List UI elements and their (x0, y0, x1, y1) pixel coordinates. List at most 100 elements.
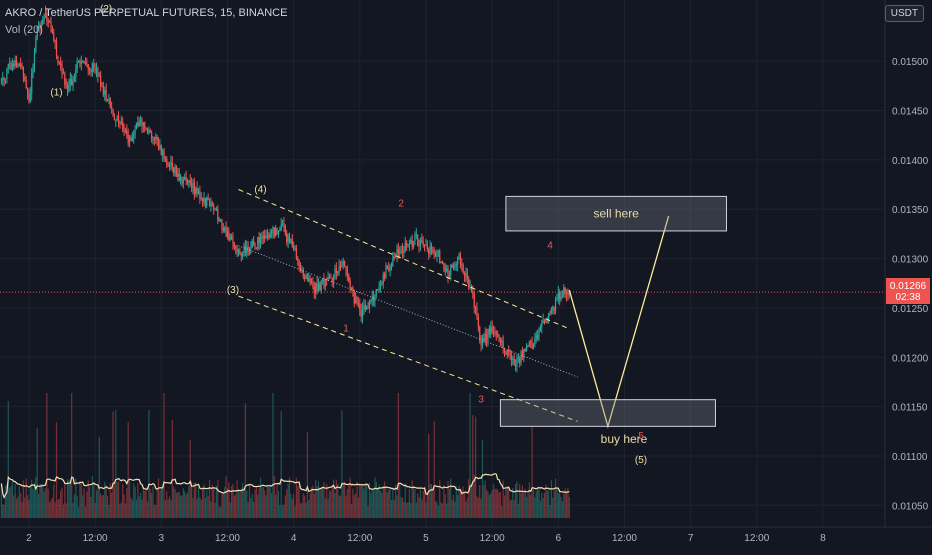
volume-bar (255, 486, 258, 518)
volume-bar (222, 493, 224, 518)
candle (179, 176, 182, 181)
volume-bar (257, 494, 259, 518)
candle (508, 350, 510, 353)
candle (284, 225, 286, 234)
volume-bar (17, 496, 19, 518)
candle (414, 236, 416, 242)
volume-bar (20, 493, 22, 518)
volume-bar (312, 485, 314, 518)
candle (312, 281, 314, 287)
volume-bar (189, 440, 191, 518)
volume-bar (65, 503, 67, 518)
volume-bar (367, 506, 369, 518)
candle (386, 265, 388, 269)
candle (382, 274, 384, 284)
x-tick-label: 2 (26, 533, 32, 544)
volume-bar (520, 493, 522, 518)
volume-bar (80, 483, 82, 518)
candle (430, 245, 433, 250)
volume-bar (528, 482, 530, 518)
volume-bar (407, 502, 409, 518)
volume-bar (221, 492, 223, 518)
candle (446, 268, 448, 272)
candle (532, 344, 535, 349)
volume-indicator-label[interactable]: Vol (20) (5, 24, 43, 36)
volume-bar (196, 498, 198, 518)
volume-bar (436, 502, 438, 518)
candle (523, 349, 525, 359)
candles (0, 5, 570, 373)
volume-bar (561, 501, 564, 518)
candle (510, 355, 513, 360)
volume-bar (91, 475, 93, 518)
candle (4, 79, 7, 81)
volume-bar (84, 506, 87, 518)
candle (461, 264, 463, 266)
volume-bar (509, 500, 511, 518)
volume-bar (331, 484, 333, 518)
volume-bar (228, 482, 230, 518)
volume-bar (338, 495, 340, 518)
volume-bar (270, 492, 273, 518)
volume-bar (275, 494, 277, 518)
volume-bar (273, 475, 275, 518)
candle (313, 286, 315, 293)
volume-bar (204, 497, 206, 518)
candle (221, 219, 223, 229)
candle (374, 294, 376, 302)
candle (26, 88, 29, 94)
candle (15, 59, 18, 67)
volume-bar (46, 393, 48, 518)
volume-bar (395, 484, 397, 518)
volume-bar (182, 488, 184, 518)
candle (321, 278, 324, 282)
candle (412, 241, 415, 247)
volume-bar (144, 490, 146, 518)
candle (472, 291, 474, 294)
volume-bar (72, 502, 74, 518)
volume-bar (310, 487, 313, 518)
symbol-title[interactable]: AKRO / TetherUS PERPETUAL FUTURES, 15, B… (5, 7, 288, 19)
volume-bar (385, 487, 387, 518)
volume-bar (71, 393, 73, 518)
y-tick-label: 0.01500 (892, 57, 929, 68)
candle (502, 341, 504, 349)
volume-bar (377, 488, 379, 518)
volume-bar (28, 499, 30, 518)
candle (55, 42, 58, 57)
candle (124, 130, 127, 132)
volume-bar (304, 495, 306, 518)
volume-bar (58, 498, 60, 518)
volume-bar (137, 483, 139, 518)
volume-bar (246, 490, 248, 518)
volume-bar (104, 482, 106, 518)
volume-bar (406, 503, 408, 518)
volume-bar (437, 505, 439, 518)
candle (58, 62, 60, 64)
volume-bar (265, 495, 267, 518)
candle (288, 235, 291, 243)
candle (104, 90, 106, 95)
candle (568, 292, 570, 296)
candle (499, 337, 501, 343)
volume-bar (206, 490, 208, 518)
wave-label-primary: (1) (50, 88, 62, 99)
candle (332, 275, 335, 282)
candle (384, 274, 386, 278)
volume-bar (148, 409, 150, 518)
candle (182, 179, 184, 184)
wave-label-secondary: 1 (343, 324, 349, 335)
candle (397, 249, 399, 254)
volume-bar (155, 505, 157, 518)
candle (10, 63, 12, 70)
candle (287, 235, 289, 242)
candle (57, 56, 59, 63)
candle (319, 283, 321, 291)
volume-bar (286, 489, 288, 518)
currency-badge[interactable]: USDT (884, 5, 924, 22)
volume-bar (11, 481, 14, 518)
candle (83, 60, 85, 63)
volume-bar (486, 489, 488, 518)
